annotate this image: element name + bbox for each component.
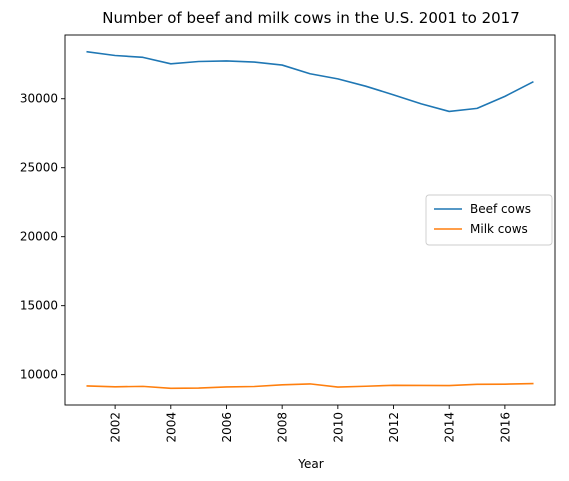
- y-tick-label: 15000: [20, 299, 58, 313]
- series-group: [86, 50, 534, 390]
- x-tick-label: 2008: [276, 412, 290, 443]
- legend-label: Milk cows: [470, 222, 528, 236]
- x-tick-label: 2002: [109, 412, 123, 443]
- x-tick-label: 2012: [387, 412, 401, 443]
- y-tick-label: 30000: [20, 92, 58, 106]
- y-tick-label: 10000: [20, 368, 58, 382]
- y-tick-label: 25000: [20, 161, 58, 175]
- legend-box: [425, 194, 553, 246]
- axes: 10000 15000 20000 25000 30000 2002 2004 2006 200…: [20, 34, 556, 443]
- plot-frame: [64, 34, 556, 406]
- y-tick-label: 20000: [20, 230, 58, 244]
- series-line-beef-cows: [86, 50, 534, 113]
- series-line-milk-cows: [86, 382, 534, 390]
- x-tick-label: 2014: [443, 412, 457, 443]
- legend: Beef cows Milk cows: [425, 194, 553, 246]
- chart-title: Number of beef and milk cows in the U.S.…: [102, 9, 520, 27]
- x-tick-label: 2006: [220, 412, 234, 443]
- x-tick-label: 2004: [164, 412, 178, 443]
- x-tick-label: 2010: [331, 412, 345, 443]
- x-tick-label: 2016: [498, 412, 512, 443]
- legend-label: Beef cows: [470, 202, 531, 216]
- x-axis-label: Year: [297, 457, 323, 471]
